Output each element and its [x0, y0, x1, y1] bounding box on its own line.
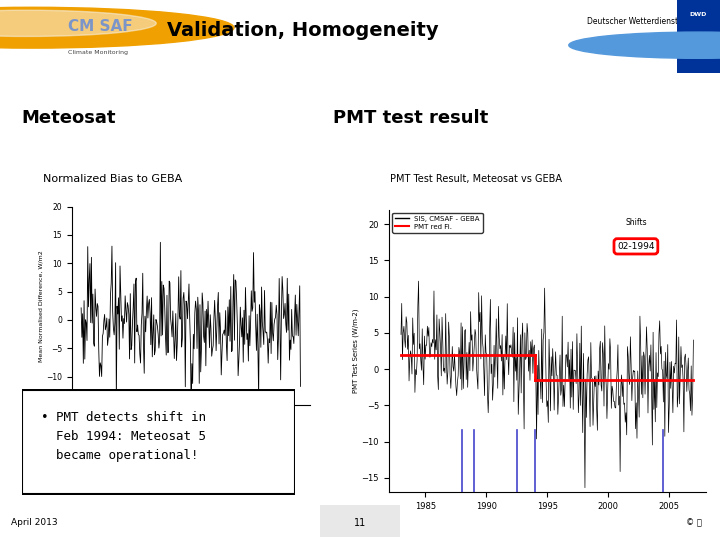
Text: Deutscher Wetterdienst: Deutscher Wetterdienst [587, 17, 678, 26]
Text: DWD: DWD [690, 12, 707, 17]
Text: April 2013: April 2013 [11, 518, 58, 527]
Y-axis label: PMT Test Series (W/m-2): PMT Test Series (W/m-2) [352, 309, 359, 393]
Text: 11: 11 [354, 517, 366, 528]
Text: 02-1994: 02-1994 [617, 242, 654, 251]
Text: Climate Monitoring: Climate Monitoring [68, 50, 128, 55]
Text: © ⓒ: © ⓒ [686, 518, 702, 527]
Text: Wetter und Klima aus einer Hand: Wetter und Klima aus einer Hand [587, 40, 691, 45]
Legend: SIS, CMSAF - GEBA, PMT red Fi.: SIS, CMSAF - GEBA, PMT red Fi. [392, 213, 483, 233]
Text: Meteosat: Meteosat [22, 109, 116, 127]
Text: CM SAF: CM SAF [68, 19, 133, 33]
FancyBboxPatch shape [22, 390, 295, 494]
Text: • PMT detects shift in
  Feb 1994: Meteosat 5
  became operational!: • PMT detects shift in Feb 1994: Meteosa… [41, 411, 206, 462]
Text: Validation, Homogeneity: Validation, Homogeneity [166, 21, 438, 40]
Bar [677, 0, 720, 73]
Text: PMT Test Result, Meteosat vs GEBA: PMT Test Result, Meteosat vs GEBA [390, 174, 562, 184]
Text: Shifts: Shifts [625, 218, 647, 227]
Circle shape [0, 7, 234, 48]
Text: Normalized Bias to GEBA: Normalized Bias to GEBA [43, 174, 183, 184]
Circle shape [569, 32, 720, 58]
Text: PMT test result: PMT test result [333, 109, 488, 127]
Circle shape [0, 10, 156, 37]
FancyBboxPatch shape [320, 504, 400, 537]
Y-axis label: Mean Normalised Difference, W/m2: Mean Normalised Difference, W/m2 [38, 250, 43, 362]
